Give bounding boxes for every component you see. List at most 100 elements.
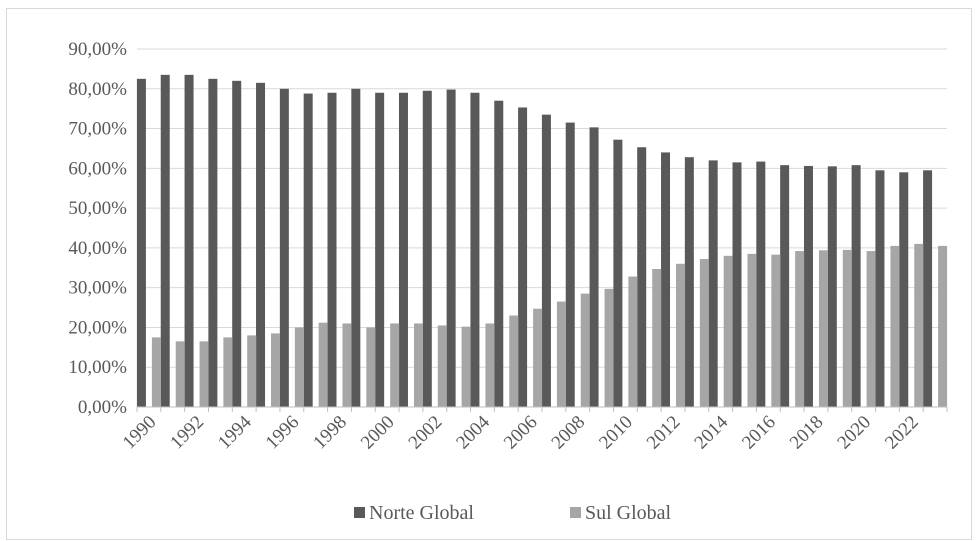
bar-sul-global [247, 335, 257, 407]
bar-norte-global [589, 127, 599, 408]
bar-norte-global [494, 100, 504, 407]
x-axis-tick-labels: 1990 1992 1994 1996 1998 2000 2002 2004 2006 2008… [119, 411, 923, 453]
bar-norte-global [732, 162, 742, 407]
x-tick-label: 2022 [881, 412, 923, 454]
bar-norte-global [422, 90, 432, 408]
bar-norte-global [256, 82, 266, 408]
x-tick-label: 2010 [595, 412, 637, 454]
bar-sul-global [509, 315, 519, 407]
y-tick-label: 0,00% [78, 397, 127, 418]
bar-norte-global [851, 165, 861, 407]
bar-norte-global [803, 165, 813, 407]
x-tick-label: 2004 [452, 411, 494, 453]
x-tick-label: 2002 [405, 412, 447, 454]
bar-sul-global [318, 322, 328, 407]
bar-norte-global [470, 92, 480, 407]
bar-sul-global [842, 249, 852, 407]
bar-sul-global [628, 276, 638, 407]
bar-norte-global [160, 74, 170, 407]
bar-sul-global [271, 333, 281, 407]
bar-sul-global [818, 250, 828, 407]
bar-norte-global [351, 88, 361, 408]
bar-norte-global [327, 92, 337, 407]
x-tick-label: 2012 [643, 412, 685, 454]
bar-norte-global [303, 93, 313, 407]
bar-norte-global [613, 139, 623, 407]
bar-sul-global [413, 323, 423, 407]
bar-sul-global [556, 301, 566, 407]
bar-sul-global [890, 245, 900, 407]
bar-norte-global [279, 88, 289, 408]
y-tick-label: 10,00% [68, 357, 127, 378]
x-tick-label: 2014 [690, 411, 732, 453]
x-tick-label: 1996 [262, 412, 304, 454]
y-tick-label: 40,00% [68, 238, 127, 259]
bar-sul-global [199, 341, 209, 407]
chart-frame: 0,00% 10,00% 20,00% 30,00% 40,00% 50,00% 60,00… [6, 8, 972, 540]
y-tick-label: 80,00% [68, 79, 127, 100]
bar-sul-global [342, 323, 352, 407]
x-tick-label: 2006 [500, 412, 542, 454]
bar-norte-global [637, 147, 647, 408]
bar-sul-global [533, 308, 543, 407]
bar-sul-global [771, 254, 781, 407]
x-tick-label: 2008 [548, 412, 590, 454]
bar-sul-global [223, 337, 233, 407]
x-tick-label: 2000 [357, 412, 399, 454]
y-tick-label: 30,00% [68, 278, 127, 299]
x-tick-label: 1992 [166, 412, 208, 454]
bar-norte-global [780, 165, 790, 407]
bar-sul-global [294, 327, 304, 407]
bar-sul-global [175, 341, 185, 407]
bar-sul-global [723, 255, 733, 407]
legend-swatch-norte-global [354, 507, 365, 518]
bar-sul-global [914, 243, 924, 407]
legend-label-norte-global: Norte Global [369, 502, 474, 524]
x-tick-label: 2016 [738, 412, 780, 454]
y-tick-label: 90,00% [68, 39, 127, 60]
x-axis [136, 406, 948, 412]
legend-label-sul-global: Sul Global [585, 502, 672, 524]
bar-norte-global [398, 92, 408, 407]
bar-sul-global [795, 251, 805, 407]
bar-norte-global [518, 107, 528, 408]
bar-sul-global [699, 259, 709, 407]
bar-chart: 0,00% 10,00% 20,00% 30,00% 40,00% 50,00% 60,00… [68, 39, 948, 524]
bar-norte-global [899, 172, 909, 407]
bar-norte-global [565, 122, 575, 407]
bar-sul-global [652, 268, 662, 407]
bar-sul-global [151, 337, 161, 407]
bars [136, 74, 948, 408]
bar-norte-global [923, 170, 933, 407]
bar-norte-global [208, 78, 218, 407]
x-tick-label: 2018 [786, 412, 828, 454]
bar-norte-global [541, 114, 551, 407]
bar-norte-global [446, 89, 456, 407]
bar-norte-global [875, 170, 885, 407]
bar-sul-global [580, 293, 590, 407]
legend-swatch-sul-global [570, 507, 581, 518]
bar-norte-global [684, 157, 694, 407]
y-tick-label: 50,00% [68, 198, 127, 219]
legend: Norte Global Sul Global [354, 502, 672, 524]
bar-sul-global [461, 326, 471, 407]
bar-sul-global [366, 327, 376, 407]
bar-norte-global [184, 74, 194, 407]
bar-norte-global [708, 160, 718, 407]
bar-sul-global [938, 245, 948, 407]
bar-norte-global [756, 161, 766, 407]
bar-sul-global [437, 325, 447, 407]
bar-norte-global [827, 166, 837, 407]
y-tick-label: 60,00% [68, 158, 127, 179]
bar-sul-global [676, 263, 686, 407]
bar-sul-global [390, 323, 400, 407]
x-tick-label: 1994 [214, 411, 256, 453]
bar-sul-global [866, 251, 876, 407]
bar-norte-global [232, 80, 242, 408]
bar-norte-global [661, 152, 671, 407]
bar-sul-global [747, 253, 757, 407]
y-axis-tick-labels: 0,00% 10,00% 20,00% 30,00% 40,00% 50,00% 60,00… [68, 39, 127, 418]
bar-sul-global [485, 323, 495, 407]
x-tick-label: 2020 [833, 412, 875, 454]
bar-norte-global [136, 78, 146, 407]
